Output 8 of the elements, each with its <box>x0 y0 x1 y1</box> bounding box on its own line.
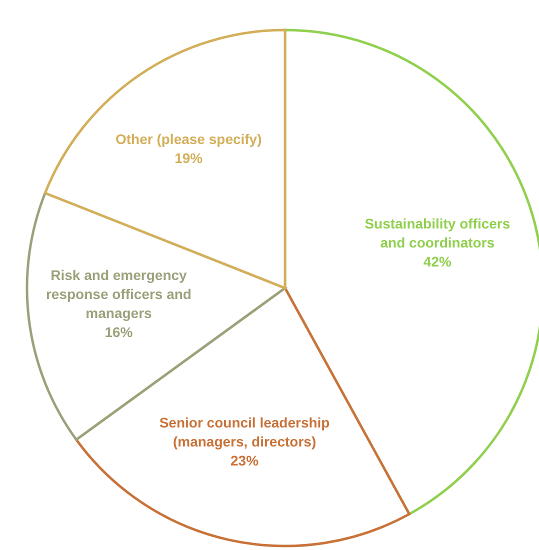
data-label: 42% <box>423 254 452 270</box>
slice-label: Other (please specify) <box>116 131 262 148</box>
slice-label: Risk and emergency response officers and managers <box>46 266 192 321</box>
data-label: 19% <box>174 150 204 166</box>
data-label: 16% <box>104 324 134 340</box>
slice-label: Senior council leadership (managers, directors) <box>159 414 330 450</box>
slice-label: Sustainability officers and coordinators <box>364 216 510 251</box>
data-label: 23% <box>230 452 260 469</box>
